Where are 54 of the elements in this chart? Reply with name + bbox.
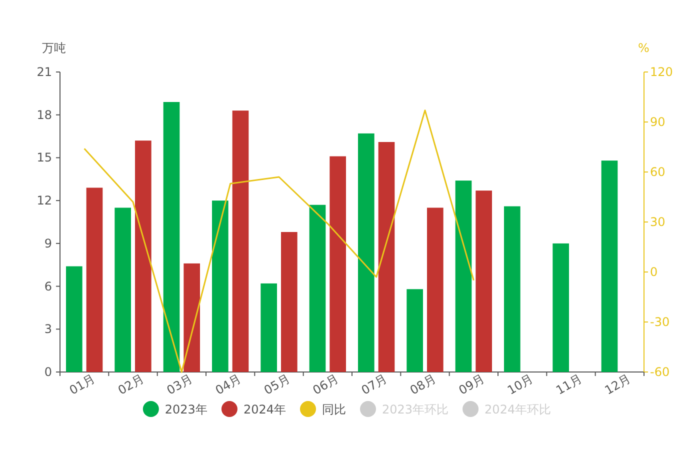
bar	[476, 190, 492, 372]
bar	[378, 142, 395, 372]
x-tick-label: 12月	[602, 372, 633, 398]
y-tick-label: 3	[44, 322, 52, 336]
y2-tick-label: 90	[650, 115, 666, 129]
x-tick-label: 09月	[456, 372, 487, 398]
x-tick-label: 02月	[116, 372, 146, 398]
bar	[504, 206, 520, 372]
y2-tick-label: 30	[650, 215, 666, 229]
y-tick-label: 21	[36, 65, 52, 79]
bar	[260, 283, 277, 372]
bar	[66, 266, 82, 372]
y-tick-label: 6	[44, 279, 52, 294]
y-tick-label: 18	[36, 108, 52, 122]
bar	[427, 208, 444, 372]
y-tick-label: 0	[44, 365, 52, 379]
bar	[281, 232, 298, 372]
bar	[184, 263, 200, 372]
x-tick-label: 04月	[213, 372, 244, 398]
bar	[552, 243, 569, 372]
y2-axis-title: %	[638, 41, 650, 55]
y2-tick-label: 60	[650, 165, 666, 179]
y-tick-label: 12	[36, 194, 52, 208]
bar	[406, 289, 423, 372]
bar	[455, 180, 472, 372]
x-tick-label: 11月	[554, 372, 584, 398]
legend-label: 同比	[322, 402, 346, 416]
bar	[114, 208, 131, 372]
y2-tick-label: 120	[650, 65, 673, 79]
bar	[358, 133, 374, 372]
x-tick-label: 08月	[408, 372, 438, 398]
x-tick-label: 05月	[262, 372, 292, 398]
y-tick-label: 9	[44, 236, 52, 250]
bar	[86, 188, 103, 372]
bar	[212, 200, 228, 372]
x-tick-label: 07月	[359, 372, 390, 398]
x-tick-label: 10月	[505, 372, 536, 398]
x-tick-label: 06月	[310, 372, 341, 398]
line-series	[84, 110, 474, 373]
x-tick-label: 01月	[67, 372, 98, 398]
y2-tick-label: -30	[650, 315, 670, 329]
y2-tick-label: 0	[650, 265, 658, 279]
y-axis-title: 万吨	[42, 41, 66, 55]
bar	[135, 140, 152, 372]
y-tick-label: 15	[36, 150, 52, 165]
bar	[601, 160, 618, 372]
legend-label: 2023年	[164, 402, 208, 416]
legend-label: 2024年	[243, 402, 286, 416]
bar	[163, 102, 180, 372]
bar	[309, 204, 326, 372]
bar	[330, 156, 346, 372]
bar	[232, 110, 249, 372]
y2-tick-label: -60	[650, 365, 670, 379]
x-tick-label: 03月	[164, 372, 195, 398]
